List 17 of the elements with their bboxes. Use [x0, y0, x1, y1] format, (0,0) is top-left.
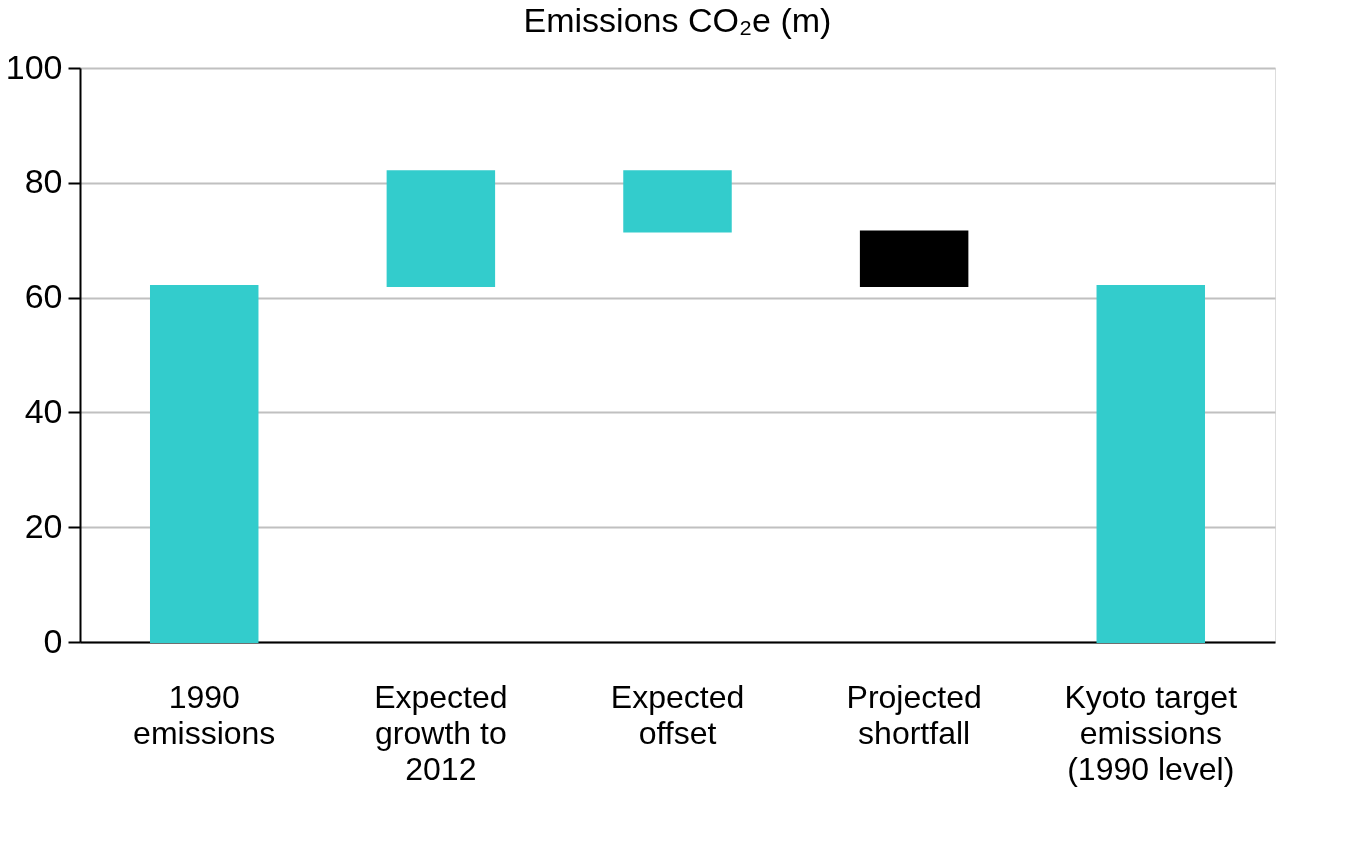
bar	[149, 285, 259, 643]
y-tick-label: 80	[24, 162, 63, 201]
chart-title: Emissions CO₂e (m)	[523, 1, 832, 39]
bar	[623, 170, 732, 233]
y-tick-label: 60	[24, 277, 63, 316]
y-tick-label: 20	[24, 506, 63, 545]
y-tick-label: 0	[43, 621, 63, 660]
y-tick-label: 100	[5, 47, 63, 86]
x-tick-label: Expected offset	[610, 678, 745, 751]
x-tick-label: Kyoto target emissions (1990 level)	[1064, 678, 1238, 787]
bar	[859, 230, 969, 288]
x-tick-label: Expected growth to 2012	[374, 678, 508, 787]
bar	[386, 170, 496, 288]
bar	[1096, 285, 1206, 643]
x-tick-label: Projected shortfall	[846, 678, 982, 751]
y-tick-label: 40	[24, 391, 63, 430]
x-tick-label: 1990 emissions	[133, 678, 276, 751]
